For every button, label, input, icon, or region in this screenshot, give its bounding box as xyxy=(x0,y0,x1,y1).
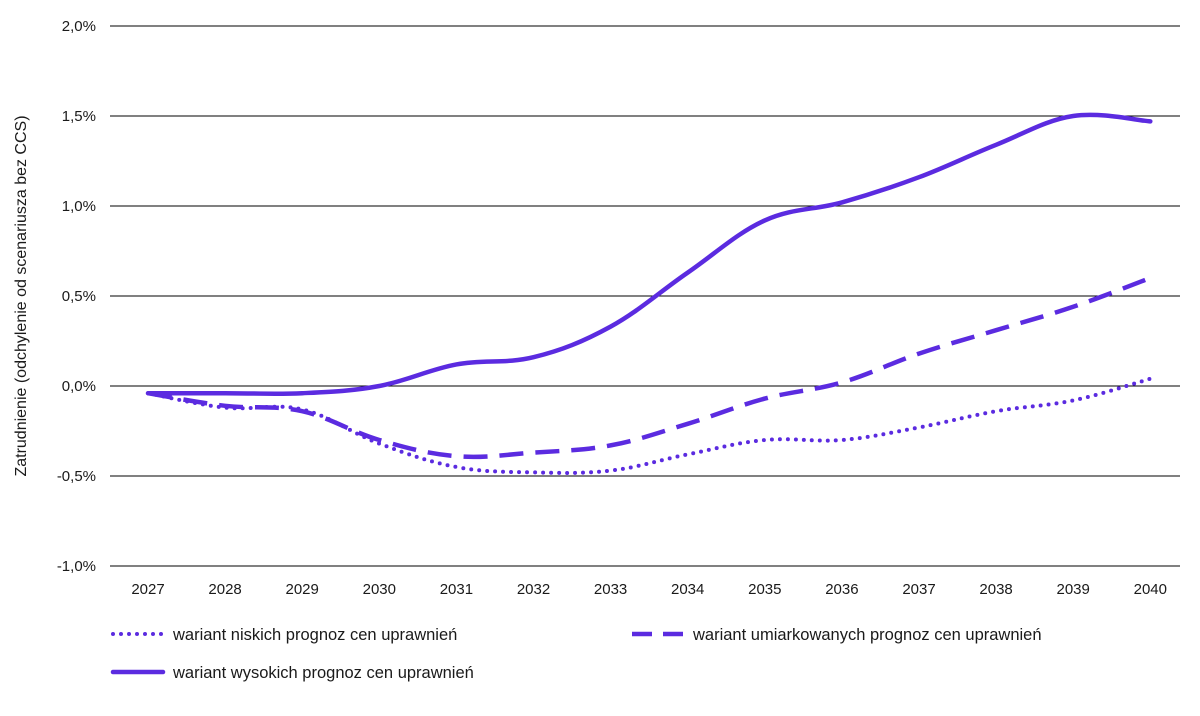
legend: wariant niskich prognoz cen uprawnień war… xyxy=(110,626,1042,682)
x-tick-label: 2028 xyxy=(208,581,241,598)
x-tick-label: 2039 xyxy=(1057,581,1090,598)
x-tick-label: 2038 xyxy=(979,581,1012,598)
legend-label: wariant niskich prognoz cen uprawnień xyxy=(172,626,457,644)
legend-label: wariant wysokich prognoz cen uprawnień xyxy=(172,664,474,682)
y-tick-label: 2,0% xyxy=(62,18,96,35)
series-line-dashed xyxy=(147,275,1152,460)
gridlines xyxy=(110,25,1180,567)
x-tick-label: 2031 xyxy=(440,581,473,598)
y-tick-label: -0,5% xyxy=(57,468,96,485)
x-tick-labels: 2027 2028 2029 2030 2031 2032 2033 2034 2035 2036… xyxy=(131,581,1167,598)
x-tick-label: 2032 xyxy=(517,581,550,598)
y-tick-labels: -1,0% -0,5% 0,0% 0,5% 1,0% 1,5% 2,0% xyxy=(57,18,96,575)
y-tick-label: -1,0% xyxy=(57,558,96,575)
x-tick-label: 2027 xyxy=(131,581,164,598)
y-tick-label: 1,0% xyxy=(62,198,96,215)
x-tick-label: 2033 xyxy=(594,581,627,598)
x-tick-label: 2036 xyxy=(825,581,858,598)
series-line-dotted xyxy=(146,376,1153,475)
x-tick-label: 2037 xyxy=(902,581,935,598)
x-tick-label: 2030 xyxy=(363,581,396,598)
x-tick-label: 2034 xyxy=(671,581,704,598)
y-tick-label: 1,5% xyxy=(62,108,96,125)
y-tick-label: 0,5% xyxy=(62,288,96,305)
y-axis-label: Zatrudnienie (odchylenie od scenariusza … xyxy=(13,115,30,476)
x-tick-label: 2029 xyxy=(286,581,319,598)
x-tick-label: 2035 xyxy=(748,581,781,598)
legend-label: wariant umiarkowanych prognoz cen uprawn… xyxy=(692,626,1042,644)
y-tick-label: 0,0% xyxy=(62,378,96,395)
x-tick-label: 2040 xyxy=(1134,581,1167,598)
series-lines xyxy=(145,112,1153,475)
series-line-solid xyxy=(145,112,1153,397)
